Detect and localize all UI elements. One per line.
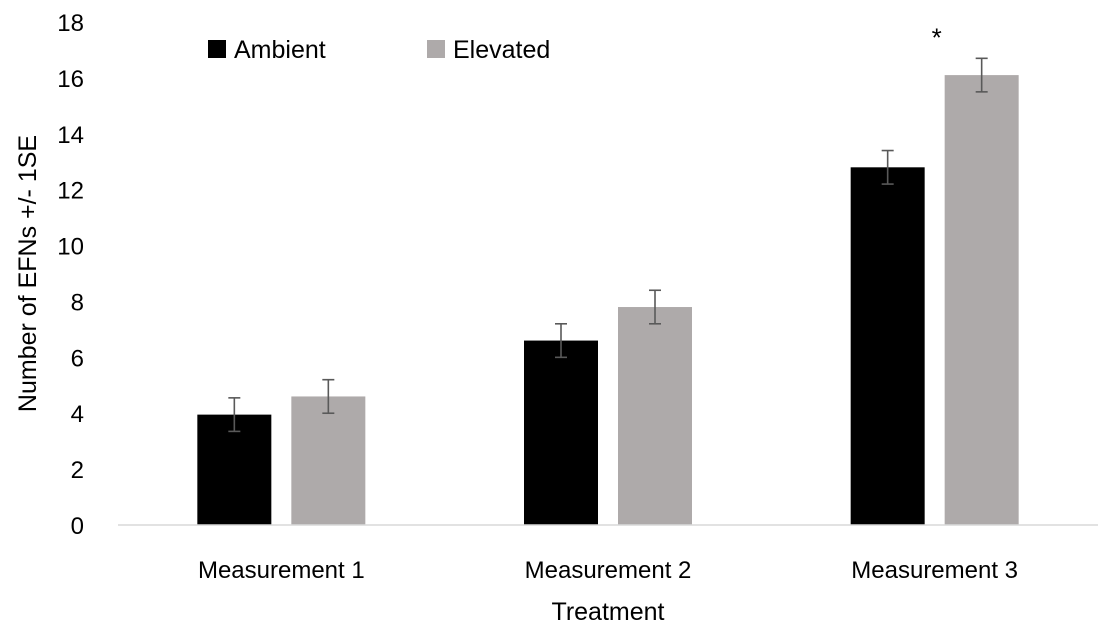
y-tick-label: 4 xyxy=(71,401,84,428)
error-bars xyxy=(228,57,988,433)
bar-ambient-1 xyxy=(197,414,272,525)
annotations: * xyxy=(932,22,942,52)
significance-marker: * xyxy=(932,22,942,52)
error-bar-ambient-1 xyxy=(228,397,241,433)
bar-elevated-3 xyxy=(944,75,1019,525)
y-tick-label: 2 xyxy=(71,457,84,484)
y-tick-label: 0 xyxy=(71,513,84,540)
legend-swatch-elevated xyxy=(427,40,445,58)
bar-elevated-1 xyxy=(291,396,366,525)
y-tick-label: 12 xyxy=(57,178,84,205)
y-tick-label: 18 xyxy=(57,10,84,37)
x-tick-label: Measurement 3 xyxy=(851,557,1018,584)
x-tick-labels: Measurement 1 Measurement 2 Measurement 3 xyxy=(198,557,1018,584)
bars xyxy=(197,75,1019,526)
x-tick-label: Measurement 1 xyxy=(198,557,365,584)
y-tick-label: 10 xyxy=(57,234,84,261)
legend-label-elevated: Elevated xyxy=(453,36,550,64)
y-tick-label: 8 xyxy=(71,289,84,316)
y-axis-title: Number of EFNs +/- 1SE xyxy=(14,135,42,412)
bar-elevated-2 xyxy=(618,307,692,525)
error-bar-elevated-2 xyxy=(649,289,661,325)
x-axis-title: Treatment xyxy=(551,598,664,626)
error-bar-elevated-3 xyxy=(975,57,988,93)
y-tick-label: 16 xyxy=(57,66,84,93)
error-bar-ambient-3 xyxy=(881,149,894,185)
y-tick-label: 6 xyxy=(71,345,84,372)
x-tick-label: Measurement 2 xyxy=(525,557,692,584)
bar-ambient-2 xyxy=(524,340,598,525)
y-tick-label: 14 xyxy=(57,122,84,149)
y-tick-labels: 0 2 4 6 8 10 12 14 16 18 xyxy=(57,10,84,540)
bar-ambient-3 xyxy=(850,167,925,526)
legend: Ambient Elevated xyxy=(208,36,550,64)
error-bar-ambient-2 xyxy=(555,322,567,359)
error-bar-elevated-1 xyxy=(322,378,335,415)
legend-swatch-ambient xyxy=(208,40,226,58)
legend-label-ambient: Ambient xyxy=(234,36,326,64)
